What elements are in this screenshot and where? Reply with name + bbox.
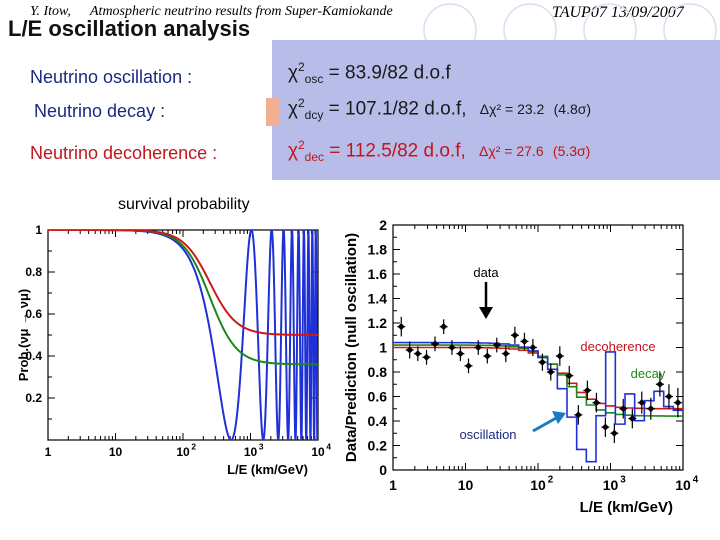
y-tick-label: 0.4 [368, 413, 388, 429]
y-axis-label: Prob.(νμ → νμ) [16, 289, 31, 381]
x-tick-exponent: 4 [693, 474, 699, 485]
data-point [474, 343, 482, 352]
data-point [674, 399, 682, 407]
annotation-decoherence: decoherence [580, 339, 655, 354]
data-point [601, 423, 609, 431]
y-tick-label: 0.6 [368, 388, 388, 404]
data-point [529, 343, 537, 352]
data-point [520, 337, 528, 345]
decay-label-bg [30, 98, 266, 126]
y-tick-label: 1 [379, 339, 387, 355]
x-axis-label: L/E (km/GeV) [227, 462, 308, 477]
talk-title: Atmospheric neutrino results from Super-… [90, 4, 393, 19]
data-point [448, 343, 456, 352]
data-point [502, 350, 510, 358]
x-tick-exponent: 2 [191, 441, 196, 451]
y-tick-label: 0.6 [25, 307, 42, 321]
x-tick-label: 10 [109, 445, 123, 459]
x-tick-label: 1 [45, 445, 52, 459]
survival-probability-chart: 1 10 10 2 10 3 10 40.20.40.60.81L/E (km/GeV)Pro… [16, 223, 331, 477]
y-tick-label: 0 [379, 462, 387, 478]
x-axis-label: L/E (km/GeV) [580, 499, 673, 516]
author: Y. Itow, [30, 4, 71, 19]
x-tick-label: 10 [603, 477, 619, 493]
x-tick-exponent: 4 [326, 441, 331, 451]
y-tick-label: 0.8 [368, 364, 388, 380]
series-line-decoherence [48, 230, 318, 336]
annotation-oscillation-arrowhead [552, 411, 566, 424]
x-tick-label: 10 [458, 477, 474, 493]
x-tick-exponent: 3 [620, 474, 626, 485]
data-point [619, 405, 627, 413]
y-tick-label: 1 [35, 223, 42, 237]
data-point [414, 350, 422, 358]
data-point [638, 399, 646, 407]
data-point [440, 323, 448, 331]
x-tick-label: 10 [311, 445, 325, 459]
data-point [456, 350, 464, 358]
x-tick-exponent: 2 [548, 474, 554, 485]
x-tick-label: 10 [176, 445, 190, 459]
result-label-decoherence: Neutrino decoherence : [30, 143, 218, 163]
y-tick-label: 1.2 [368, 315, 388, 331]
y-tick-label: 0.4 [25, 349, 42, 363]
annotation-oscillation: oscillation [459, 427, 516, 442]
data-prediction-chart: 1 10 10 2 10 3 10 400.20.40.60.811.21.41.61.82L… [343, 217, 699, 516]
annotation-data-arrowhead [479, 307, 493, 319]
result-label-decay: Neutrino decay : [34, 101, 166, 121]
decay-marker [266, 98, 280, 126]
x-tick-exponent: 3 [259, 441, 264, 451]
y-tick-label: 1.6 [368, 266, 388, 282]
data-point [547, 368, 555, 376]
data-point [665, 392, 673, 401]
data-point [574, 411, 582, 419]
x-tick-label: 1 [389, 477, 397, 493]
data-point [406, 346, 414, 354]
annotation-decay: decay [631, 366, 666, 381]
annotation-data: data [473, 265, 499, 280]
data-point [483, 352, 491, 360]
y-axis-label: Data/Prediction (null oscillation) [343, 233, 360, 462]
y-tick-label: 0.2 [25, 391, 42, 405]
results-panel [272, 40, 720, 180]
conference: TAUP07 13/09/2007 [552, 4, 684, 21]
y-tick-label: 2 [379, 217, 387, 233]
y-tick-label: 1.8 [368, 241, 388, 257]
data-point [464, 362, 473, 370]
x-tick-label: 10 [530, 477, 546, 493]
y-tick-label: 1.4 [368, 290, 388, 306]
slide-title: L/E oscillation analysis [8, 16, 251, 41]
annotation-oscillation-arrow [532, 415, 559, 433]
data-point [592, 399, 600, 407]
survival-probability-title: survival probability [118, 196, 250, 213]
result-label-oscillation: Neutrino oscillation : [30, 67, 193, 87]
result-chi-decoherence: χ2dec = 112.5/82 d.o.f, Δχ² = 27.6 (5.3σ… [288, 138, 591, 165]
y-tick-label: 0.8 [25, 265, 42, 279]
result-chi-oscillation: χ2osc = 83.9/82 d.o.f [288, 60, 451, 87]
y-tick-label: 0.2 [368, 437, 388, 453]
x-tick-label: 10 [675, 477, 691, 493]
x-tick-label: 10 [244, 445, 258, 459]
result-chi-decay: χ2dcy = 107.1/82 d.o.f, Δχ² = 23.2 (4.8σ… [288, 96, 592, 123]
